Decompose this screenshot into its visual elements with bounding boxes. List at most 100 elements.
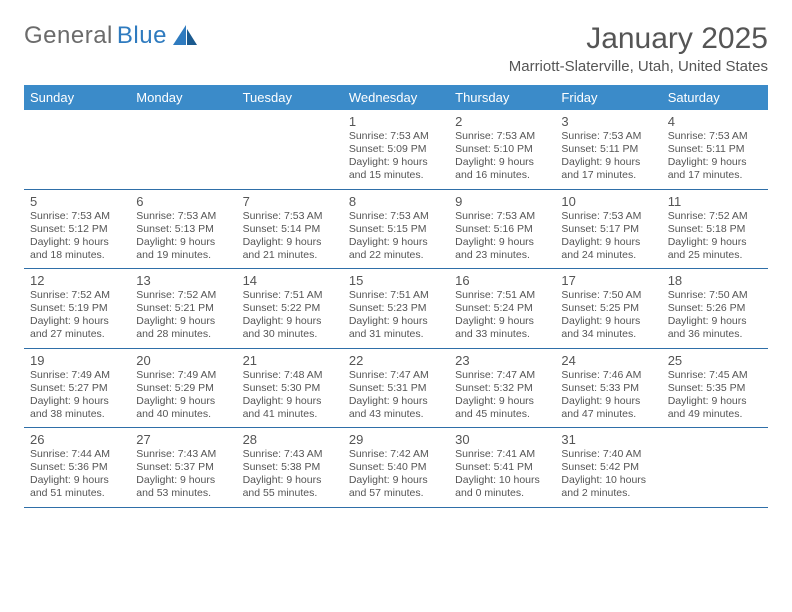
- day-details: Sunrise: 7:53 AMSunset: 5:14 PMDaylight:…: [243, 210, 337, 263]
- day-number: 8: [349, 194, 443, 209]
- day-cell: 22Sunrise: 7:47 AMSunset: 5:31 PMDayligh…: [343, 349, 449, 428]
- month-title: January 2025: [509, 22, 768, 56]
- day-details: Sunrise: 7:53 AMSunset: 5:11 PMDaylight:…: [668, 130, 762, 183]
- day-cell: 15Sunrise: 7:51 AMSunset: 5:23 PMDayligh…: [343, 269, 449, 348]
- logo-sail-icon: [173, 25, 199, 47]
- week-row: 26Sunrise: 7:44 AMSunset: 5:36 PMDayligh…: [24, 428, 768, 508]
- day-details: Sunrise: 7:51 AMSunset: 5:24 PMDaylight:…: [455, 289, 549, 342]
- day-details: Sunrise: 7:50 AMSunset: 5:26 PMDaylight:…: [668, 289, 762, 342]
- day-details: Sunrise: 7:42 AMSunset: 5:40 PMDaylight:…: [349, 448, 443, 501]
- day-cell: [237, 110, 343, 189]
- day-number: 29: [349, 432, 443, 447]
- day-cell: 17Sunrise: 7:50 AMSunset: 5:25 PMDayligh…: [555, 269, 661, 348]
- day-cell: 23Sunrise: 7:47 AMSunset: 5:32 PMDayligh…: [449, 349, 555, 428]
- day-header: Friday: [555, 85, 661, 110]
- day-number: 13: [136, 273, 230, 288]
- day-details: Sunrise: 7:51 AMSunset: 5:22 PMDaylight:…: [243, 289, 337, 342]
- day-number: 1: [349, 114, 443, 129]
- day-number: 22: [349, 353, 443, 368]
- day-details: Sunrise: 7:51 AMSunset: 5:23 PMDaylight:…: [349, 289, 443, 342]
- day-number: 4: [668, 114, 762, 129]
- week-row: 12Sunrise: 7:52 AMSunset: 5:19 PMDayligh…: [24, 269, 768, 349]
- day-number: 14: [243, 273, 337, 288]
- day-headers-row: SundayMondayTuesdayWednesdayThursdayFrid…: [24, 85, 768, 110]
- day-number: 19: [30, 353, 124, 368]
- day-number: 2: [455, 114, 549, 129]
- day-header: Saturday: [662, 85, 768, 110]
- day-cell: 29Sunrise: 7:42 AMSunset: 5:40 PMDayligh…: [343, 428, 449, 507]
- location: Marriott-Slaterville, Utah, United State…: [509, 58, 768, 75]
- day-cell: 19Sunrise: 7:49 AMSunset: 5:27 PMDayligh…: [24, 349, 130, 428]
- week-row: 19Sunrise: 7:49 AMSunset: 5:27 PMDayligh…: [24, 349, 768, 429]
- logo: GeneralBlue: [24, 22, 199, 50]
- day-header: Sunday: [24, 85, 130, 110]
- day-number: 3: [561, 114, 655, 129]
- calendar: SundayMondayTuesdayWednesdayThursdayFrid…: [24, 85, 768, 508]
- logo-text1: General: [24, 22, 113, 50]
- week-row: 1Sunrise: 7:53 AMSunset: 5:09 PMDaylight…: [24, 110, 768, 190]
- day-details: Sunrise: 7:48 AMSunset: 5:30 PMDaylight:…: [243, 369, 337, 422]
- day-details: Sunrise: 7:47 AMSunset: 5:31 PMDaylight:…: [349, 369, 443, 422]
- day-header: Thursday: [449, 85, 555, 110]
- day-number: 6: [136, 194, 230, 209]
- header: GeneralBlue January 2025 Marriott-Slater…: [24, 22, 768, 75]
- day-details: Sunrise: 7:40 AMSunset: 5:42 PMDaylight:…: [561, 448, 655, 501]
- day-number: 20: [136, 353, 230, 368]
- day-number: 10: [561, 194, 655, 209]
- day-details: Sunrise: 7:53 AMSunset: 5:11 PMDaylight:…: [561, 130, 655, 183]
- day-cell: 13Sunrise: 7:52 AMSunset: 5:21 PMDayligh…: [130, 269, 236, 348]
- day-details: Sunrise: 7:53 AMSunset: 5:13 PMDaylight:…: [136, 210, 230, 263]
- weeks-container: 1Sunrise: 7:53 AMSunset: 5:09 PMDaylight…: [24, 110, 768, 508]
- day-number: 18: [668, 273, 762, 288]
- day-details: Sunrise: 7:46 AMSunset: 5:33 PMDaylight:…: [561, 369, 655, 422]
- day-number: 5: [30, 194, 124, 209]
- day-cell: 2Sunrise: 7:53 AMSunset: 5:10 PMDaylight…: [449, 110, 555, 189]
- day-number: 15: [349, 273, 443, 288]
- day-number: 16: [455, 273, 549, 288]
- day-cell: 26Sunrise: 7:44 AMSunset: 5:36 PMDayligh…: [24, 428, 130, 507]
- day-header: Wednesday: [343, 85, 449, 110]
- day-cell: 31Sunrise: 7:40 AMSunset: 5:42 PMDayligh…: [555, 428, 661, 507]
- day-number: 11: [668, 194, 762, 209]
- day-cell: 30Sunrise: 7:41 AMSunset: 5:41 PMDayligh…: [449, 428, 555, 507]
- day-details: Sunrise: 7:53 AMSunset: 5:09 PMDaylight:…: [349, 130, 443, 183]
- calendar-page: GeneralBlue January 2025 Marriott-Slater…: [0, 0, 792, 526]
- day-cell: 18Sunrise: 7:50 AMSunset: 5:26 PMDayligh…: [662, 269, 768, 348]
- day-number: 28: [243, 432, 337, 447]
- day-details: Sunrise: 7:53 AMSunset: 5:17 PMDaylight:…: [561, 210, 655, 263]
- day-cell: 20Sunrise: 7:49 AMSunset: 5:29 PMDayligh…: [130, 349, 236, 428]
- day-cell: 21Sunrise: 7:48 AMSunset: 5:30 PMDayligh…: [237, 349, 343, 428]
- day-details: Sunrise: 7:53 AMSunset: 5:16 PMDaylight:…: [455, 210, 549, 263]
- day-number: 7: [243, 194, 337, 209]
- day-cell: 9Sunrise: 7:53 AMSunset: 5:16 PMDaylight…: [449, 190, 555, 269]
- day-number: 27: [136, 432, 230, 447]
- day-details: Sunrise: 7:53 AMSunset: 5:15 PMDaylight:…: [349, 210, 443, 263]
- day-number: 9: [455, 194, 549, 209]
- day-details: Sunrise: 7:43 AMSunset: 5:37 PMDaylight:…: [136, 448, 230, 501]
- day-cell: 7Sunrise: 7:53 AMSunset: 5:14 PMDaylight…: [237, 190, 343, 269]
- day-details: Sunrise: 7:41 AMSunset: 5:41 PMDaylight:…: [455, 448, 549, 501]
- day-cell: 3Sunrise: 7:53 AMSunset: 5:11 PMDaylight…: [555, 110, 661, 189]
- day-cell: 28Sunrise: 7:43 AMSunset: 5:38 PMDayligh…: [237, 428, 343, 507]
- day-cell: [662, 428, 768, 507]
- day-header: Tuesday: [237, 85, 343, 110]
- day-cell: 14Sunrise: 7:51 AMSunset: 5:22 PMDayligh…: [237, 269, 343, 348]
- day-number: 26: [30, 432, 124, 447]
- day-details: Sunrise: 7:45 AMSunset: 5:35 PMDaylight:…: [668, 369, 762, 422]
- day-cell: 24Sunrise: 7:46 AMSunset: 5:33 PMDayligh…: [555, 349, 661, 428]
- day-number: 12: [30, 273, 124, 288]
- day-cell: [130, 110, 236, 189]
- week-row: 5Sunrise: 7:53 AMSunset: 5:12 PMDaylight…: [24, 190, 768, 270]
- day-details: Sunrise: 7:52 AMSunset: 5:18 PMDaylight:…: [668, 210, 762, 263]
- day-number: 23: [455, 353, 549, 368]
- day-details: Sunrise: 7:49 AMSunset: 5:27 PMDaylight:…: [30, 369, 124, 422]
- day-details: Sunrise: 7:43 AMSunset: 5:38 PMDaylight:…: [243, 448, 337, 501]
- day-number: 30: [455, 432, 549, 447]
- day-details: Sunrise: 7:49 AMSunset: 5:29 PMDaylight:…: [136, 369, 230, 422]
- day-cell: [24, 110, 130, 189]
- day-cell: 12Sunrise: 7:52 AMSunset: 5:19 PMDayligh…: [24, 269, 130, 348]
- day-number: 31: [561, 432, 655, 447]
- day-cell: 10Sunrise: 7:53 AMSunset: 5:17 PMDayligh…: [555, 190, 661, 269]
- day-cell: 4Sunrise: 7:53 AMSunset: 5:11 PMDaylight…: [662, 110, 768, 189]
- day-cell: 11Sunrise: 7:52 AMSunset: 5:18 PMDayligh…: [662, 190, 768, 269]
